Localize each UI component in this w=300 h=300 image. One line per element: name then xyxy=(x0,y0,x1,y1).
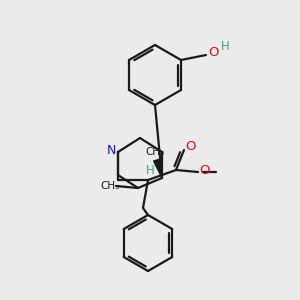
Polygon shape xyxy=(154,159,162,178)
Text: O: O xyxy=(185,140,195,152)
Text: O: O xyxy=(200,164,210,178)
Text: CH₃: CH₃ xyxy=(100,181,120,191)
Text: N: N xyxy=(106,145,116,158)
Text: O: O xyxy=(209,46,219,59)
Text: H: H xyxy=(146,164,154,176)
Text: CH₃: CH₃ xyxy=(146,147,165,157)
Text: H: H xyxy=(220,40,230,52)
